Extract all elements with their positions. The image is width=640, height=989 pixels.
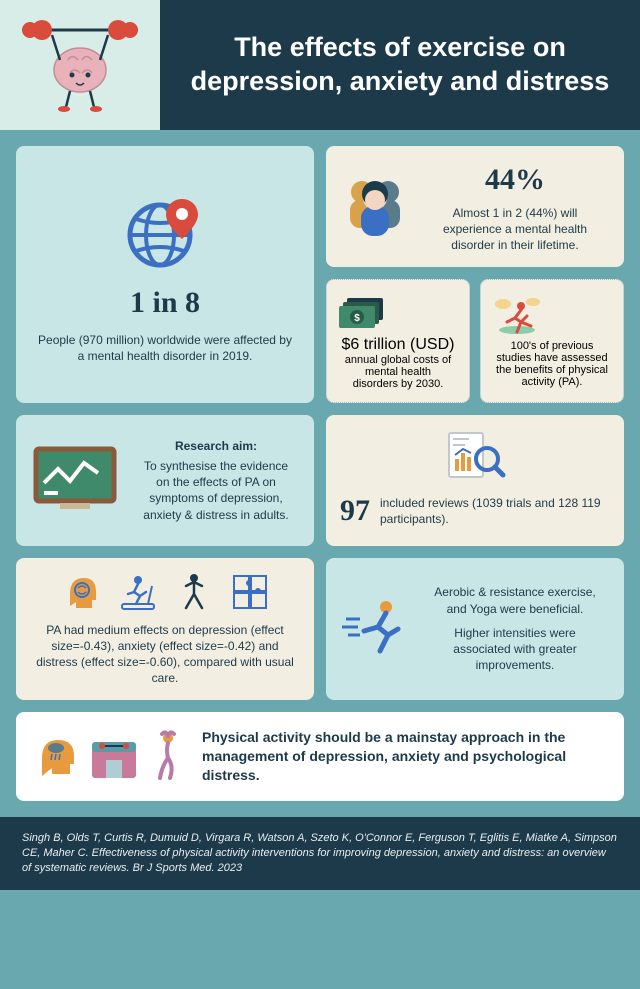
44-desc: Almost 1 in 2 (44%) will experience a me… (420, 205, 610, 254)
panel-aim: Research aim: To synthesise the evidence… (16, 415, 314, 546)
citation-text: Singh B, Olds T, Curtis R, Dumuid D, Vir… (22, 832, 617, 874)
globe-stat: 1 in 8 (130, 283, 200, 324)
runner-cloud-icon (489, 292, 545, 336)
header: The effects of exercise on depression, a… (0, 0, 640, 130)
chalkboard-icon (30, 443, 120, 517)
treadmill-icon (118, 572, 158, 612)
panel-cost: $ $6 trillion (USD) annual global costs … (326, 279, 470, 403)
44-stat: 44% (420, 160, 610, 201)
benefit-line1: Aerobic & resistance exercise, and Yoga … (420, 584, 610, 616)
panel-44pct: 44% Almost 1 in 2 (44%) will experience … (326, 146, 624, 267)
cost-stat: $6 trillion (USD) (335, 336, 461, 354)
document-magnify-icon (443, 429, 507, 483)
panel-grid: 1 in 8 People (970 million) worldwide we… (0, 130, 640, 817)
yoga-icon (176, 572, 212, 612)
money-icon: $ (335, 292, 391, 336)
panel-benefit: Aerobic & resistance exercise, and Yoga … (326, 558, 624, 701)
globe-desc: People (970 million) worldwide were affe… (30, 332, 300, 364)
brain-lifting-icon (20, 15, 140, 115)
panel-reviews: 97 included reviews (1039 trials and 128… (326, 415, 624, 546)
page-title: The effects of exercise on depression, a… (184, 31, 616, 99)
panel-globe: 1 in 8 People (970 million) worldwide we… (16, 146, 314, 403)
aim-heading: Research aim: (132, 438, 300, 454)
conclusion-desc: Physical activity should be a mainstay a… (202, 728, 606, 785)
panel-studies: 100's of previous studies have assessed … (480, 279, 624, 403)
effects-desc: PA had medium effects on depression (eff… (30, 622, 300, 687)
svg-text:$: $ (354, 313, 360, 324)
puzzle-icon (230, 572, 270, 612)
panel-conclusion: Physical activity should be a mainstay a… (16, 712, 624, 801)
cost-desc: annual global costs of mental health dis… (335, 354, 461, 390)
people-group-icon (340, 176, 410, 238)
studies-desc: 100's of previous studies have assessed … (489, 340, 615, 388)
panel-cost-studies-pair: $ $6 trillion (USD) annual global costs … (326, 279, 624, 403)
globe-pin-icon (120, 185, 210, 275)
brain-head-icon (60, 572, 100, 612)
yoga-pose-icon (148, 730, 188, 784)
gym-building-icon (88, 732, 140, 782)
title-box: The effects of exercise on depression, a… (160, 0, 640, 130)
reviews-stat: 97 (340, 491, 370, 532)
aim-desc: To synthesise the evidence on the effect… (132, 458, 300, 523)
benefit-line2: Higher intensities were associated with … (420, 625, 610, 674)
infographic-page: The effects of exercise on depression, a… (0, 0, 640, 989)
reviews-desc: included reviews (1039 trials and 128 11… (380, 495, 610, 527)
citation-footer: Singh B, Olds T, Curtis R, Dumuid D, Vir… (0, 817, 640, 890)
rain-head-icon (34, 732, 80, 782)
brain-lifting-icon-box (0, 0, 160, 130)
panel-effects: PA had medium effects on depression (eff… (16, 558, 314, 701)
sprinter-icon (340, 595, 408, 663)
